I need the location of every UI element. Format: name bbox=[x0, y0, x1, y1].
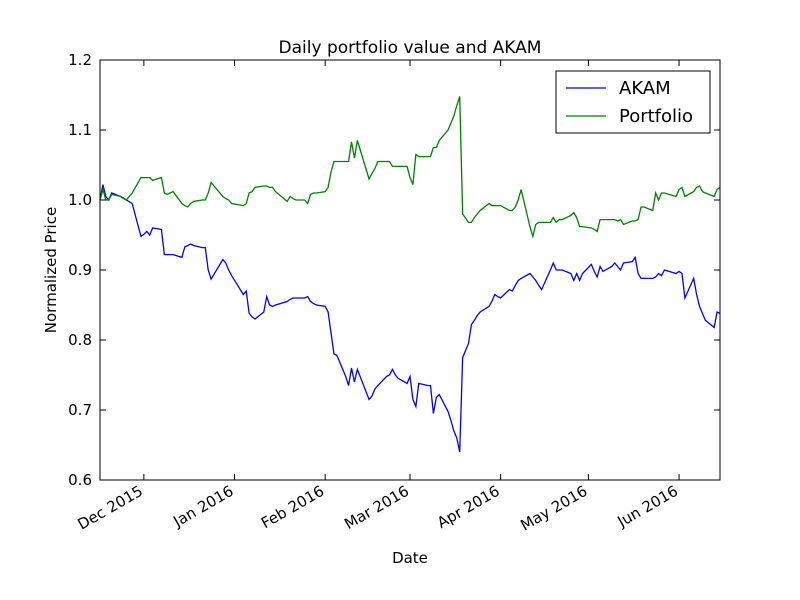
y-tick-label: 0.9 bbox=[68, 261, 92, 279]
y-tick-label: 1.2 bbox=[68, 51, 92, 69]
series-layer bbox=[99, 96, 721, 453]
y-axis-label: Normalized Price bbox=[42, 207, 60, 333]
y-tick-label: 1.0 bbox=[68, 191, 92, 209]
x-axis-label: Date bbox=[392, 549, 428, 567]
series-line-akam bbox=[99, 184, 721, 453]
series-line-portfolio bbox=[99, 96, 721, 239]
y-tick-label: 0.8 bbox=[68, 331, 92, 349]
legend-label-akam: AKAM bbox=[619, 78, 671, 99]
y-tick-label: 1.1 bbox=[68, 121, 92, 139]
legend-label-portfolio: Portfolio bbox=[619, 106, 693, 127]
chart-title: Daily portfolio value and AKAM bbox=[279, 38, 542, 58]
legend: AKAM Portfolio bbox=[555, 70, 711, 134]
y-tick-label: 0.7 bbox=[68, 401, 92, 419]
plot-area-frame bbox=[99, 59, 721, 481]
y-tick-label: 0.6 bbox=[68, 471, 92, 489]
legend-frame bbox=[555, 70, 711, 134]
